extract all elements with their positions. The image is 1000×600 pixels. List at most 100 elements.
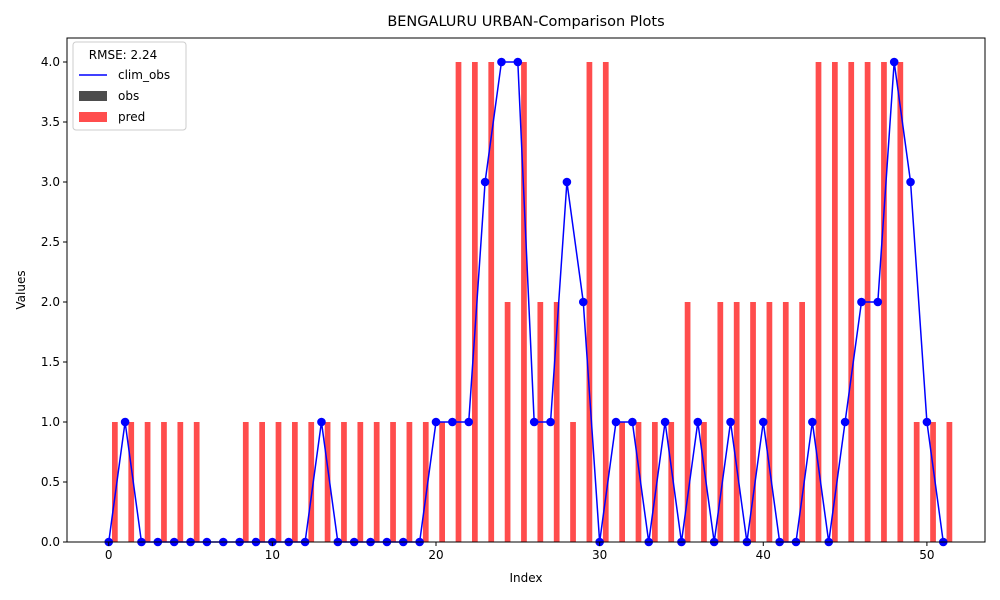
pred-bar <box>439 422 445 542</box>
y-tick-label: 2.5 <box>41 235 60 249</box>
pred-bar <box>619 422 625 542</box>
clim-obs-point <box>693 417 703 427</box>
pred-bar <box>128 422 135 542</box>
chart-title: BENGALURU URBAN-Comparison Plots <box>387 14 664 30</box>
clim-obs-point <box>889 57 899 67</box>
pred-bar <box>488 62 495 542</box>
clim-obs-point <box>873 297 883 307</box>
pred-bar <box>766 302 773 542</box>
pred-bar <box>701 422 707 542</box>
clim-obs-point <box>497 57 506 67</box>
clim-obs-point <box>562 177 572 187</box>
pred-bar <box>324 422 331 542</box>
legend-swatch-pred <box>79 112 107 122</box>
clim-obs-point <box>578 297 588 307</box>
plot-frame <box>66 37 986 543</box>
legend-label-clim-obs: clim_obs <box>118 68 170 82</box>
legend-label-obs: obs <box>118 89 139 103</box>
pred-bars <box>112 62 953 542</box>
pred-bar <box>373 422 380 542</box>
pred-bar <box>881 62 887 542</box>
y-axis: 0.0 0.5 1.0 1.5 2.0 2.5 3.0 3.5 4.0 <box>41 55 67 549</box>
pred-bar <box>815 62 822 542</box>
pred-bar <box>308 422 315 542</box>
pred-bar <box>242 422 249 542</box>
y-tick-label: 2.0 <box>41 295 60 309</box>
pred-bar <box>913 422 920 542</box>
x-axis: 0 10 20 30 40 50 <box>105 542 935 562</box>
pred-bar <box>684 302 691 542</box>
clim-obs-point <box>431 417 441 427</box>
pred-bar <box>406 422 413 542</box>
clim-obs-point <box>808 417 817 427</box>
pred-bar <box>177 422 184 542</box>
clim-obs-point <box>628 417 637 427</box>
pred-bar <box>635 422 642 542</box>
clim-obs-point <box>529 417 539 427</box>
pred-bar <box>750 302 756 542</box>
pred-bar <box>717 302 724 542</box>
pred-bar <box>897 62 904 542</box>
pred-bar <box>946 422 953 542</box>
pred-bar <box>799 302 805 542</box>
pred-bar <box>292 422 298 542</box>
pred-bar <box>422 422 429 542</box>
y-tick-label: 3.0 <box>41 175 60 189</box>
x-tick-label: 50 <box>919 548 934 562</box>
y-tick-label: 1.0 <box>41 415 60 429</box>
pred-bar <box>161 422 167 542</box>
x-tick-label: 20 <box>428 548 443 562</box>
x-tick-label: 30 <box>592 548 607 562</box>
x-axis-label: Index <box>509 571 542 585</box>
pred-bar <box>586 62 593 542</box>
clim-obs-point <box>611 417 621 427</box>
pred-bar <box>193 422 200 542</box>
pred-bar <box>144 422 151 542</box>
pred-bar <box>390 422 396 542</box>
clim-obs-point <box>448 417 457 427</box>
x-tick-label: 0 <box>105 548 113 562</box>
pred-bar <box>357 422 364 542</box>
pred-bar <box>341 422 347 542</box>
pred-bar <box>275 422 282 542</box>
pred-bar <box>570 422 576 542</box>
clim-obs-point <box>726 417 735 427</box>
clim-obs-point <box>758 417 768 427</box>
clim-obs-point <box>857 297 866 307</box>
pred-bar <box>602 62 609 542</box>
pred-bar <box>455 62 462 542</box>
pred-bar <box>832 62 838 542</box>
clim-obs-point <box>546 417 555 427</box>
pred-bar <box>652 422 658 542</box>
pred-bar <box>521 62 527 542</box>
clim-obs-point <box>120 417 130 427</box>
y-tick-label: 0.0 <box>41 535 60 549</box>
clim-obs-point <box>480 177 490 187</box>
x-tick-label: 40 <box>756 548 771 562</box>
pred-bar <box>782 302 789 542</box>
clim-obs-point <box>660 417 670 427</box>
clim-obs-point <box>922 417 932 427</box>
y-tick-label: 3.5 <box>41 115 60 129</box>
legend-title: RMSE: 2.24 <box>89 48 157 62</box>
y-axis-label: Values <box>14 270 28 309</box>
pred-bar <box>472 62 478 542</box>
pred-bar <box>668 422 675 542</box>
clim-obs-point <box>317 417 326 427</box>
y-tick-label: 0.5 <box>41 475 60 489</box>
clim-obs-point <box>840 417 850 427</box>
pred-bar <box>553 302 560 542</box>
pred-bar <box>504 302 511 542</box>
clim-obs-point <box>513 57 523 67</box>
y-tick-label: 4.0 <box>41 55 60 69</box>
legend: RMSE: 2.24 clim_obs obs pred <box>72 41 187 131</box>
pred-bar <box>848 62 855 542</box>
clim-obs-point <box>464 417 474 427</box>
x-tick-label: 10 <box>265 548 280 562</box>
legend-box <box>72 41 187 131</box>
legend-swatch-obs <box>79 91 107 101</box>
pred-bar <box>259 422 265 542</box>
y-tick-label: 1.5 <box>41 355 60 369</box>
pred-bar <box>930 422 936 542</box>
